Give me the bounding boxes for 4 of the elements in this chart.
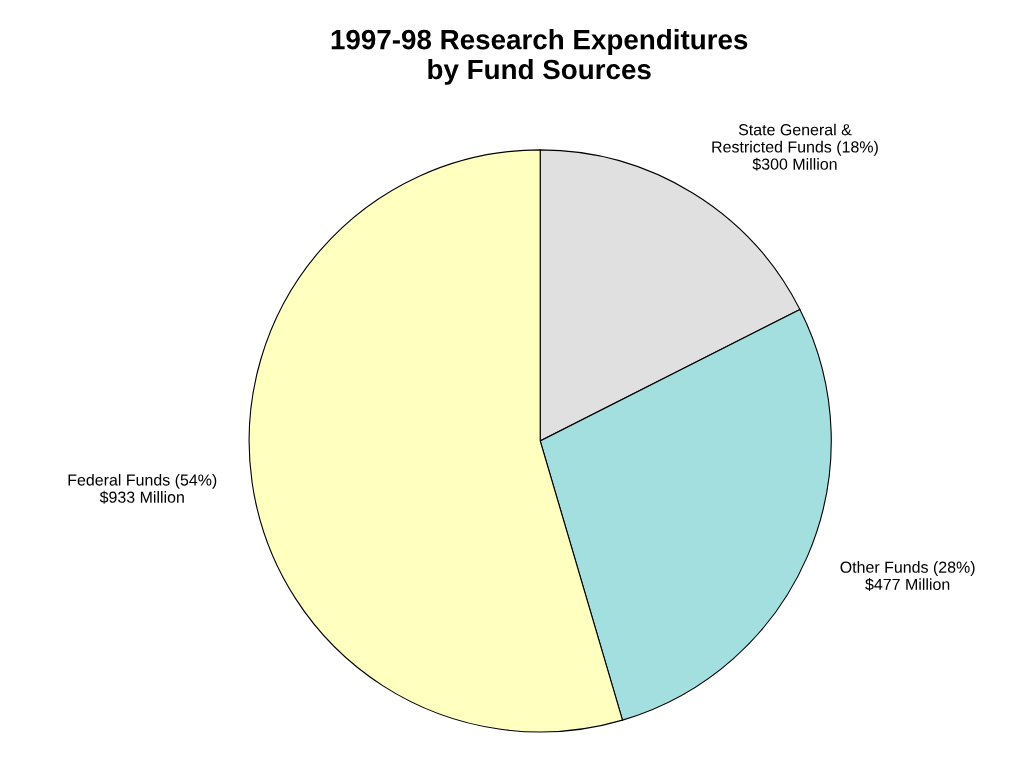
slice-label: Other Funds (28%) $477 Million — [840, 561, 975, 591]
slice-label: State General & Restricted Funds (18%) $300 Million — [712, 123, 878, 171]
slice-label: Federal Funds (54%) $933 Million — [68, 473, 217, 504]
chart-title: 1997-98 Research Expenditures by Fund Sources — [331, 29, 748, 85]
